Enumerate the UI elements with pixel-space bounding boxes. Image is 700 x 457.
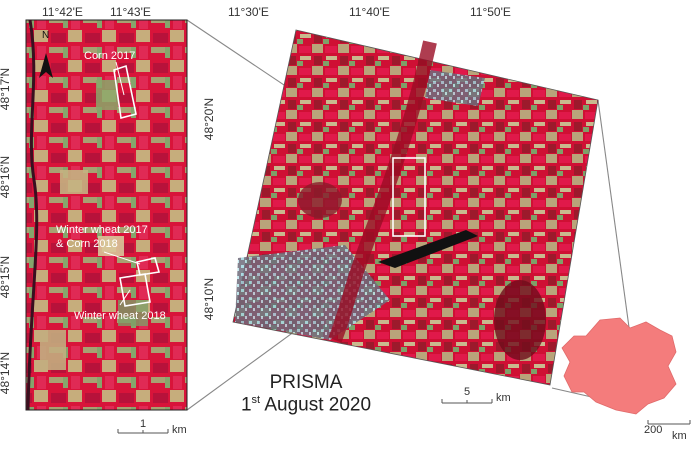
inset-footprint-box — [392, 157, 426, 237]
main-scalebar — [441, 399, 493, 404]
inset-lat-label-3: 48°15'N — [0, 255, 13, 299]
inset-lat-label-1: 48°17'N — [0, 67, 13, 111]
north-arrow-icon — [39, 53, 53, 78]
field-winter-wheat-2018 — [119, 273, 151, 307]
country-map-germany — [561, 317, 677, 415]
title-day: 1 — [240, 394, 252, 416]
main-scalebar-unit: km — [496, 392, 511, 404]
title-ordinal: st — [251, 394, 261, 406]
inset-map — [25, 19, 188, 411]
country-scalebar-unit: km — [672, 430, 687, 442]
prisma-scene — [232, 29, 599, 386]
title-date: August 2020 — [260, 394, 372, 416]
field-label-corn-2018: & Corn 2018 — [56, 238, 118, 250]
inset-lat-label-2: 48°16'N — [0, 155, 13, 199]
country-scalebar — [647, 420, 691, 425]
main-lat-label-2: 48°10'N — [202, 277, 217, 321]
inset-lon-label-1: 11°42'E — [42, 5, 83, 19]
main-lon-label-1: 11°30'E — [228, 5, 269, 19]
field-corn-2017 — [113, 64, 137, 120]
inset-lon-label-2: 11°43'E — [110, 5, 151, 19]
north-label: N — [42, 30, 50, 41]
lake — [378, 230, 478, 268]
field-winter-wheat-2017 — [136, 257, 161, 276]
field-label-corn-2017: Corn 2017 — [84, 50, 136, 62]
field-label-winter-wheat-2017: Winter wheat 2017 — [56, 224, 148, 236]
main-lon-label-3: 11°50'E — [470, 5, 511, 19]
scene-title: PRISMA 1st August 2020 — [226, 372, 386, 416]
inset-scalebar-unit: km — [172, 424, 187, 436]
title-line-1: PRISMA — [269, 372, 343, 393]
main-lat-label-1: 48°20'N — [202, 97, 217, 141]
main-scalebar-value: 5 — [464, 386, 471, 398]
main-lon-label-2: 11°40'E — [349, 5, 390, 19]
inset-lat-label-4: 48°14'N — [0, 351, 13, 395]
country-scalebar-value: 200 — [644, 424, 663, 436]
inset-scalebar — [117, 429, 169, 434]
field-label-winter-wheat-2018: Winter wheat 2018 — [74, 310, 166, 322]
title-line-2: 1st August 2020 — [226, 394, 386, 416]
inset-scalebar-value: 1 — [140, 418, 147, 430]
